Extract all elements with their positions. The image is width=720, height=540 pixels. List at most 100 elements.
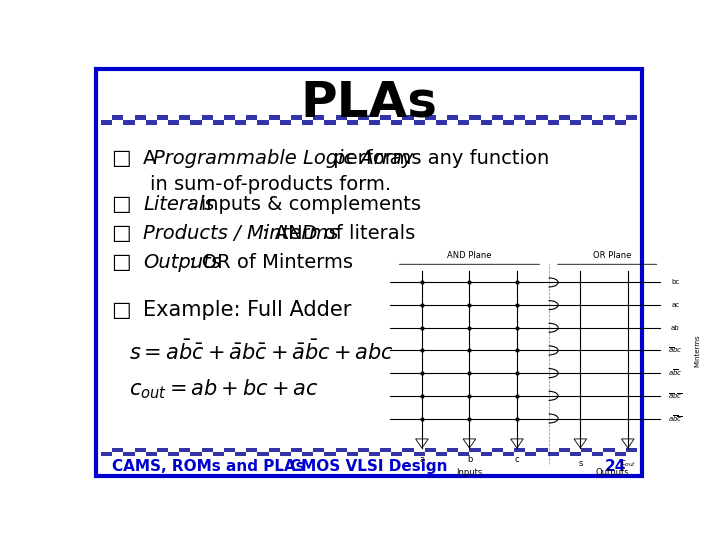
Polygon shape [621,439,634,448]
Bar [570,114,581,120]
Bar [414,448,425,452]
Bar [603,120,615,125]
Bar [503,448,514,452]
Text: a: a [419,455,425,464]
Text: Inputs: Inputs [456,468,482,477]
Bar [358,452,369,456]
Text: $a\overline{b}c$: $a\overline{b}c$ [668,368,683,379]
Bar [402,452,414,456]
Bar [258,448,269,452]
Bar [280,114,291,120]
Bar [548,114,559,120]
Bar [380,452,392,456]
Bar [168,114,179,120]
Bar [101,448,112,452]
Text: $a\overline{b}\overline{c}$: $a\overline{b}\overline{c}$ [668,413,683,424]
Bar [559,452,570,456]
Bar [436,448,447,452]
Bar [246,452,258,456]
Text: □: □ [111,148,130,168]
Bar [369,448,380,452]
Bar [469,120,481,125]
Text: in sum-of-products form.: in sum-of-products form. [150,174,392,194]
Text: CAMS, ROMs and PLAs: CAMS, ROMs and PLAs [112,458,305,474]
Bar [324,114,336,120]
Text: Minterms: Minterms [695,334,701,367]
Polygon shape [415,439,428,448]
Bar [235,114,246,120]
Text: $c_{out}$: $c_{out}$ [620,458,636,469]
Text: AND Plane: AND Plane [447,251,492,260]
Bar [145,114,157,120]
Bar [392,448,402,452]
Bar [224,120,235,125]
Text: Products / Minterms: Products / Minterms [143,224,338,242]
Bar [469,452,481,456]
Polygon shape [463,439,476,448]
Bar [179,452,190,456]
Text: $s = a\bar{b}\bar{c} + \bar{a}b\bar{c} + \bar{a}\bar{b}c + abc$: $s = a\bar{b}\bar{c} + \bar{a}b\bar{c} +… [129,340,395,364]
Bar [615,114,626,120]
Bar [101,448,636,456]
Text: Literals: Literals [143,194,215,214]
Bar [514,120,525,125]
Bar [168,448,179,452]
Bar [459,448,469,452]
Text: Outputs: Outputs [143,253,221,272]
Text: Outputs: Outputs [595,468,629,477]
Bar [503,114,514,120]
Text: □: □ [111,252,130,272]
Bar [626,452,637,456]
Bar [392,114,402,120]
Text: □: □ [111,194,130,214]
Text: PLAs: PLAs [300,78,438,126]
Bar [447,120,459,125]
Text: $c_{out} = ab + bc + ac$: $c_{out} = ab + bc + ac$ [129,377,319,401]
Bar [358,120,369,125]
Bar [481,114,492,120]
Bar [536,452,548,456]
Text: Example: Full Adder: Example: Full Adder [143,300,351,320]
Bar [112,452,124,456]
Bar [626,120,637,125]
Text: c: c [515,455,519,464]
Bar [615,448,626,452]
Bar [514,452,525,456]
FancyBboxPatch shape [96,69,642,476]
Text: : inputs & complements: : inputs & complements [188,194,420,214]
Text: : AND of literals: : AND of literals [262,224,415,242]
Bar [593,114,603,120]
Bar [526,448,536,452]
Bar [414,114,425,120]
Text: s: s [578,460,582,468]
Bar [202,120,213,125]
Bar [347,448,358,452]
Bar [246,120,258,125]
Bar [447,452,459,456]
Text: performs any function: performs any function [327,149,549,168]
Bar [459,114,469,120]
Bar [536,120,548,125]
Bar [559,120,570,125]
Text: ac: ac [671,302,680,308]
Bar [336,120,347,125]
Bar [235,448,246,452]
Text: Programmable Logic Array: Programmable Logic Array [153,149,413,168]
Bar [291,120,302,125]
Bar [402,120,414,125]
Bar [313,452,325,456]
Bar [112,120,124,125]
Bar [135,452,145,456]
Text: CMOS VLSI Design: CMOS VLSI Design [290,458,448,474]
Text: 24: 24 [604,458,626,474]
Bar [291,452,302,456]
Bar [436,114,447,120]
Text: : OR of Minterms: : OR of Minterms [189,253,354,272]
Bar [369,114,380,120]
Bar [124,114,135,120]
Bar [190,448,202,452]
Bar [269,120,280,125]
Bar [570,448,581,452]
Bar [224,452,235,456]
Bar [202,452,213,456]
